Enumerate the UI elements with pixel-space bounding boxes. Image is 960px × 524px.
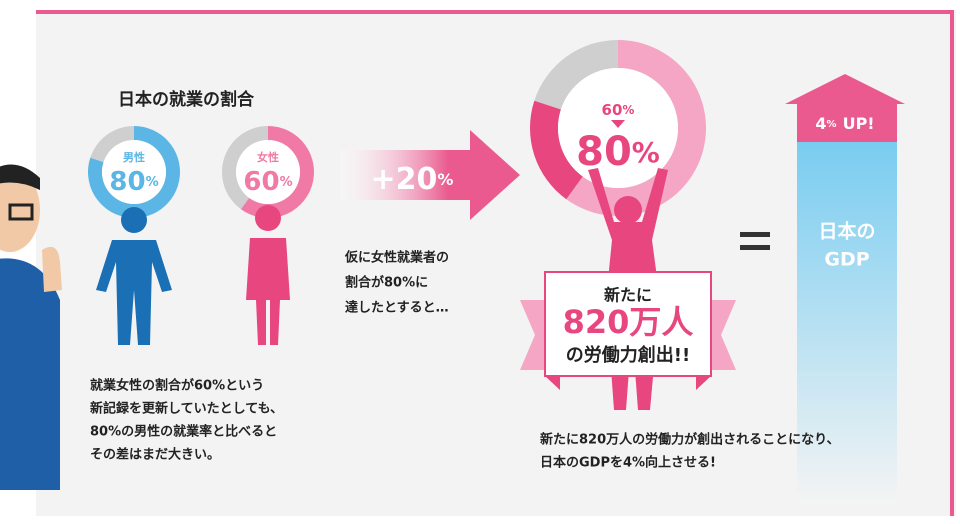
presenter	[0, 164, 62, 490]
donut-value: 80%	[109, 167, 158, 197]
big-unit: %	[632, 136, 660, 169]
note-line: 日本のGDPを4%向上させる!	[540, 455, 716, 471]
donut-segment	[88, 126, 180, 218]
gdp-label: GDP	[824, 249, 869, 271]
donut-hole	[236, 140, 300, 204]
donut-segment	[566, 40, 707, 217]
arrow-label: +20%	[371, 162, 454, 197]
arrow	[340, 130, 520, 220]
donut-unit: %	[280, 175, 293, 190]
title: 日本の就業の割合	[118, 89, 255, 110]
banner	[520, 271, 736, 390]
previous-number: 60	[602, 101, 623, 119]
male-figure	[96, 207, 172, 345]
donut-number: 80	[109, 167, 145, 197]
donut-rest	[221, 126, 268, 210]
note-line: 新記録を更新していたとしても、	[90, 401, 283, 417]
down-marker	[611, 120, 625, 128]
donut-hole	[102, 140, 166, 204]
gdp-increase-unit: %	[827, 119, 837, 130]
gdp-arrow	[785, 74, 905, 504]
banner-line: 新たに	[604, 286, 652, 305]
note-line: 仮に女性就業者の	[344, 250, 449, 266]
panel-border	[36, 10, 954, 516]
note-line: 就業女性の割合が60%という	[90, 378, 264, 394]
banner-line: の労働力創出!!	[566, 344, 690, 366]
note-line: 80%の男性の就業率と比べると	[90, 424, 277, 440]
gdp-increase-value: 4	[815, 114, 826, 133]
note-line: 達したとすると…	[345, 300, 449, 316]
equals	[740, 232, 770, 250]
banner-highlight: 820万人	[563, 303, 694, 341]
gdp-increase: 4% UP!	[815, 114, 874, 133]
big-number: 80	[576, 129, 632, 175]
donut-label: 男性	[123, 150, 145, 164]
arrow-value: +20	[371, 162, 438, 197]
donut-unit: %	[146, 175, 159, 190]
donut-segment	[240, 126, 314, 218]
note-line: 新たに820万人の労働力が創出されることになり、	[540, 432, 840, 448]
donut-number: 60	[243, 167, 279, 197]
big-value: 80%	[576, 129, 660, 175]
donut-rest	[534, 40, 618, 110]
donut-value: 60%	[243, 167, 292, 197]
gdp-label: 日本の	[818, 220, 875, 243]
note-line: 割合が80%に	[345, 275, 428, 291]
donut-label: 女性	[257, 150, 279, 164]
donut-rest	[90, 126, 134, 163]
donut-segment	[530, 100, 583, 200]
female-figure	[246, 205, 290, 345]
gdp-increase-suffix: UP!	[843, 114, 875, 133]
note-line: その差はまだ大きい。	[90, 447, 220, 463]
arrow-unit: %	[437, 170, 453, 189]
previous-unit: %	[622, 103, 634, 117]
previous-value: 60%	[602, 101, 635, 119]
